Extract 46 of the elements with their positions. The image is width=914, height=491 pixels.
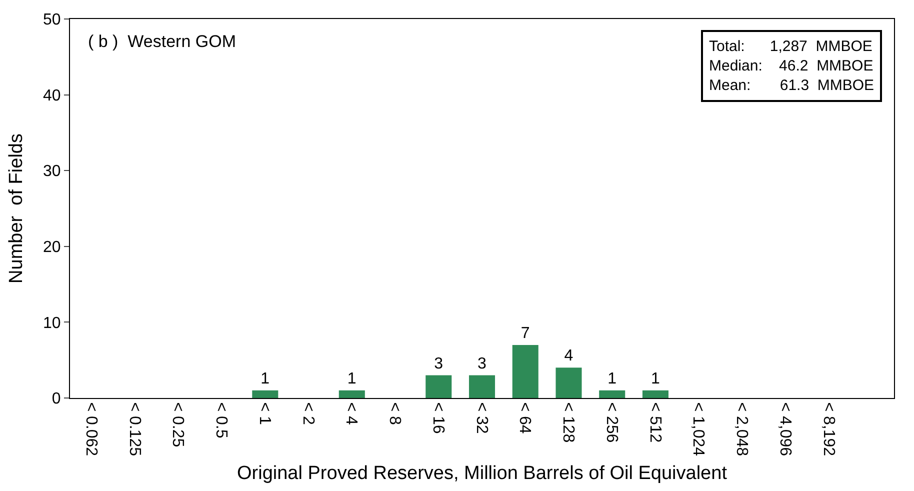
x-tick-label: < 32 — [472, 402, 490, 434]
x-tick-label: < 256 — [602, 402, 620, 443]
data-label: 1 — [650, 370, 660, 388]
x-tick-label: < 0.125 — [126, 402, 143, 456]
x-tick-label: < 4,096 — [776, 402, 794, 456]
x-tick-label: < 4 — [342, 402, 360, 425]
data-label: 3 — [478, 355, 486, 372]
x-tick-label: < 64 — [516, 402, 534, 434]
annotation: Total: 1,287 MMBOE — [709, 38, 872, 55]
x-tick-label: < 128 — [560, 402, 577, 443]
y-tick-label: 50 — [43, 12, 61, 29]
x-tick-label: < 512 — [646, 402, 664, 443]
y-tick-label: 10 — [43, 314, 61, 332]
x-tick-label: < 1,024 — [690, 402, 707, 456]
x-tick-label: < 8,192 — [820, 402, 837, 456]
x-tick-label: < 16 — [429, 402, 446, 434]
bar — [512, 344, 538, 398]
annotation: Mean: 61.3 MMBOE — [709, 77, 874, 94]
x-tick-label: < 0.5 — [212, 402, 230, 438]
x-tick-label: < 8 — [386, 402, 404, 425]
x-tick-label: < 2,048 — [733, 402, 750, 456]
x-tick-label: < 0.062 — [82, 402, 100, 456]
bar — [426, 375, 452, 398]
y-tick-label: 40 — [43, 87, 61, 104]
bar — [468, 375, 496, 398]
x-axis-title: Original Proved Reserves, Million Barrels of Oil Equivalent — [237, 462, 728, 484]
annotation: Median: 46.2 MMBOE — [709, 58, 874, 74]
data-label: 1 — [608, 370, 617, 388]
y-tick-label: 30 — [43, 163, 61, 180]
annotation: ( b ) Western GOM — [88, 32, 236, 51]
y-tick-label: 20 — [43, 239, 61, 256]
data-label: 7 — [520, 324, 530, 342]
data-label: 4 — [564, 348, 574, 365]
data-label: 1 — [260, 370, 270, 388]
data-label: 1 — [347, 370, 356, 388]
bar — [556, 368, 582, 398]
x-tick-label: < 2 — [299, 402, 316, 425]
x-tick-label: < 0.25 — [169, 402, 186, 448]
bar — [338, 390, 365, 398]
x-tick-label: < 1 — [256, 402, 273, 425]
bar — [252, 390, 278, 398]
bar — [599, 390, 626, 398]
y-tick-label: 0 — [52, 390, 61, 408]
y-axis-title: Number of Fields — [6, 134, 27, 284]
bar — [642, 390, 668, 398]
data-label: 3 — [434, 355, 444, 372]
